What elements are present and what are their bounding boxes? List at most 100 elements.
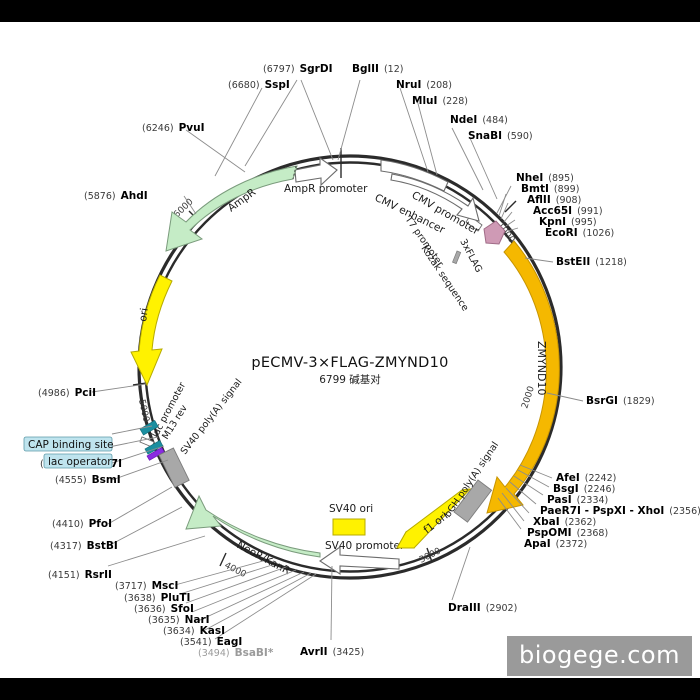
enzyme-label-xbai[interactable]: XbaI (2362) — [533, 516, 596, 528]
enzyme-label-aflii[interactable]: AflII (908) — [527, 194, 581, 206]
enzyme-label-pcii[interactable]: (4986) PciI — [38, 387, 96, 399]
enzyme-label-rsrii[interactable]: (4151) RsrII — [48, 569, 112, 581]
leader-lines — [91, 79, 584, 641]
feature-ori: ori — [130, 274, 173, 387]
enzyme-label-pfoi[interactable]: (4410) PfoI — [52, 518, 112, 530]
svg-text:BsrGI(1829): BsrGI (1829) — [586, 395, 655, 407]
enzyme-label-pvui[interactable]: (6246) PvuI — [142, 122, 205, 134]
svg-text:NdeI(484): NdeI (484) — [450, 114, 508, 126]
annotation-cap-binding-site[interactable]: CAP binding site — [23, 436, 114, 452]
svg-text:NruI(208): NruI (208) — [396, 79, 452, 91]
enzyme-label-nrui[interactable]: NruI (208) — [396, 79, 452, 91]
feature-label-zmynd10: ZMYND10 — [535, 341, 548, 395]
enzyme-label-ndei[interactable]: NdeI (484) — [450, 114, 508, 126]
svg-text:(5876)AhdI: (5876) AhdI — [84, 190, 148, 202]
axis-tick-label: 5000 — [136, 399, 151, 424]
enzyme-label-bmti[interactable]: BmtI (899) — [521, 183, 579, 195]
svg-text:(6246)PvuI: (6246) PvuI — [142, 122, 205, 134]
enzyme-label-bsgi[interactable]: BsgI (2246) — [553, 483, 615, 495]
svg-text:PasI(2334): PasI (2334) — [547, 494, 608, 506]
enzyme-label-pasi[interactable]: PasI (2334) — [547, 494, 608, 506]
enzyme-label-bsrgi[interactable]: BsrGI (1829) — [586, 395, 655, 407]
svg-text:MluI(228): MluI (228) — [412, 95, 468, 107]
enzyme-label-avrii[interactable]: AvrII (3425) — [300, 646, 364, 658]
svg-text:BmtI(899): BmtI (899) — [521, 183, 579, 195]
svg-text:AflII(908): AflII (908) — [527, 194, 581, 206]
plasmid-size: 6799 碱基对 — [319, 373, 381, 386]
feature-cap-binding-site — [139, 420, 159, 436]
enzyme-label-ecori[interactable]: EcoRI (1026) — [545, 227, 614, 239]
svg-text:XbaI(2362): XbaI (2362) — [533, 516, 596, 528]
feature-label-ori: ori — [137, 307, 151, 322]
svg-text:(4555)BsmI: (4555) BsmI — [55, 474, 121, 486]
bottom-border-bar — [0, 678, 700, 700]
svg-text:(3636)SfoI: (3636) SfoI — [134, 603, 194, 615]
feature-sv40-ori: SV40 ori — [329, 503, 373, 536]
enzyme-label-kasi[interactable]: (3634) KasI — [163, 625, 225, 637]
enzyme-label-bsmi[interactable]: (4555) BsmI — [55, 474, 121, 486]
svg-text:AfeI(2242): AfeI (2242) — [556, 472, 616, 484]
watermark: biogege.com — [507, 636, 692, 676]
svg-text:(3717)MscI: (3717) MscI — [115, 580, 178, 592]
enzyme-label-afei[interactable]: AfeI (2242) — [556, 472, 616, 484]
annotation-label-cap-binding-site: CAP binding site — [28, 439, 114, 451]
enzyme-label-bglii[interactable]: BglII (12) — [352, 63, 403, 75]
svg-text:Acc65I(991): Acc65I (991) — [533, 205, 603, 217]
svg-text:(3494)BsaBI*: (3494) BsaBI* — [198, 647, 274, 659]
feature-ampr-promoter: AmpR promoter — [284, 156, 368, 195]
enzyme-label-kpni[interactable]: KpnI (995) — [539, 216, 597, 228]
svg-text:NheI(895): NheI (895) — [516, 172, 574, 184]
svg-text:(4317)BstBI: (4317) BstBI — [50, 540, 118, 552]
axis-tick-5000: 5000 — [132, 382, 151, 424]
svg-text:DraIII(2902): DraIII (2902) — [448, 602, 517, 614]
svg-text:(3635)NarI: (3635) NarI — [148, 614, 210, 626]
svg-text:(6680)SspI: (6680) SspI — [228, 79, 290, 91]
enzyme-label-paer7i-pspxi-xhoi[interactable]: PaeR7I - PspXI - XhoI (2356) — [540, 505, 700, 517]
enzyme-label-snabi[interactable]: SnaBI (590) — [468, 130, 533, 142]
svg-text:PspOMI(2368): PspOMI (2368) — [527, 527, 608, 539]
feature-label-sv40-promoter: SV40 promoter — [325, 540, 405, 552]
enzyme-label-sgrdi[interactable]: (6797) SgrDI — [263, 63, 332, 75]
annotation-label-lac-operator: lac operator — [48, 456, 112, 468]
enzyme-label-pluti[interactable]: (3638) PluTI — [124, 592, 190, 604]
enzyme-label-nhei[interactable]: NheI (895) — [516, 172, 574, 184]
enzyme-label-eagi[interactable]: (3541) EagI — [180, 636, 242, 648]
svg-text:EcoRI(1026): EcoRI (1026) — [545, 227, 614, 239]
svg-text:(4410)PfoI: (4410) PfoI — [52, 518, 112, 530]
svg-text:KpnI(995): KpnI (995) — [539, 216, 597, 228]
enzyme-label-bsteii[interactable]: BstEII (1218) — [556, 256, 627, 268]
enzyme-label-apai[interactable]: ApaI (2372) — [524, 538, 587, 550]
enzyme-label-sspi[interactable]: (6680) SspI — [228, 79, 290, 91]
feature-label-3xflag: 3xFLAG — [457, 237, 484, 274]
svg-text:BstEII(1218): BstEII (1218) — [556, 256, 627, 268]
enzyme-label-mlui[interactable]: MluI (228) — [412, 95, 468, 107]
svg-text:(4151)RsrII: (4151) RsrII — [48, 569, 112, 581]
svg-text:(3634)KasI: (3634) KasI — [163, 625, 225, 637]
enzyme-label-ahdi[interactable]: (5876) AhdI — [84, 190, 148, 202]
feature-zmynd10: ZMYND10 — [486, 240, 560, 514]
svg-text:(3638)PluTI: (3638) PluTI — [124, 592, 190, 604]
feature-label-sv40-ori: SV40 ori — [329, 503, 373, 515]
feature-f1-ori: f1 ori — [396, 488, 472, 549]
enzyme-label-nari[interactable]: (3635) NarI — [148, 614, 210, 626]
svg-text:(4986)PciI: (4986) PciI — [38, 387, 96, 399]
enzyme-label-acc65i[interactable]: Acc65I (991) — [533, 205, 603, 217]
svg-text:AvrII(3425): AvrII (3425) — [300, 646, 364, 658]
svg-text:PaeR7I - PspXI - XhoI(2356): PaeR7I - PspXI - XhoI (2356) — [540, 505, 700, 517]
svg-text:BsgI(2246): BsgI (2246) — [553, 483, 615, 495]
enzyme-label-sfoi[interactable]: (3636) SfoI — [134, 603, 194, 615]
axis-tick-label: 2000 — [520, 385, 537, 410]
enzyme-label-msci[interactable]: (3717) MscI — [115, 580, 178, 592]
axis-tick-label: 4000 — [223, 561, 248, 580]
top-border-bar — [0, 0, 700, 22]
svg-text:(6797)SgrDI: (6797) SgrDI — [263, 63, 332, 75]
annotation-lac-operator[interactable]: lac operator — [43, 453, 113, 469]
feature-label-sv40-polya: SV40 poly(A) signal — [179, 377, 245, 457]
svg-text:SnaBI(590): SnaBI (590) — [468, 130, 533, 142]
feature-label-ampr-promoter: AmpR promoter — [284, 183, 368, 195]
plasmid-name: pECMV-3×FLAG-ZMYND10 — [251, 355, 448, 371]
enzyme-label-pspomi[interactable]: PspOMI (2368) — [527, 527, 608, 539]
enzyme-label-draiii[interactable]: DraIII (2902) — [448, 602, 517, 614]
enzyme-label-bsabi[interactable]: (3494) BsaBI* — [198, 647, 274, 659]
enzyme-label-bstbi[interactable]: (4317) BstBI — [50, 540, 118, 552]
